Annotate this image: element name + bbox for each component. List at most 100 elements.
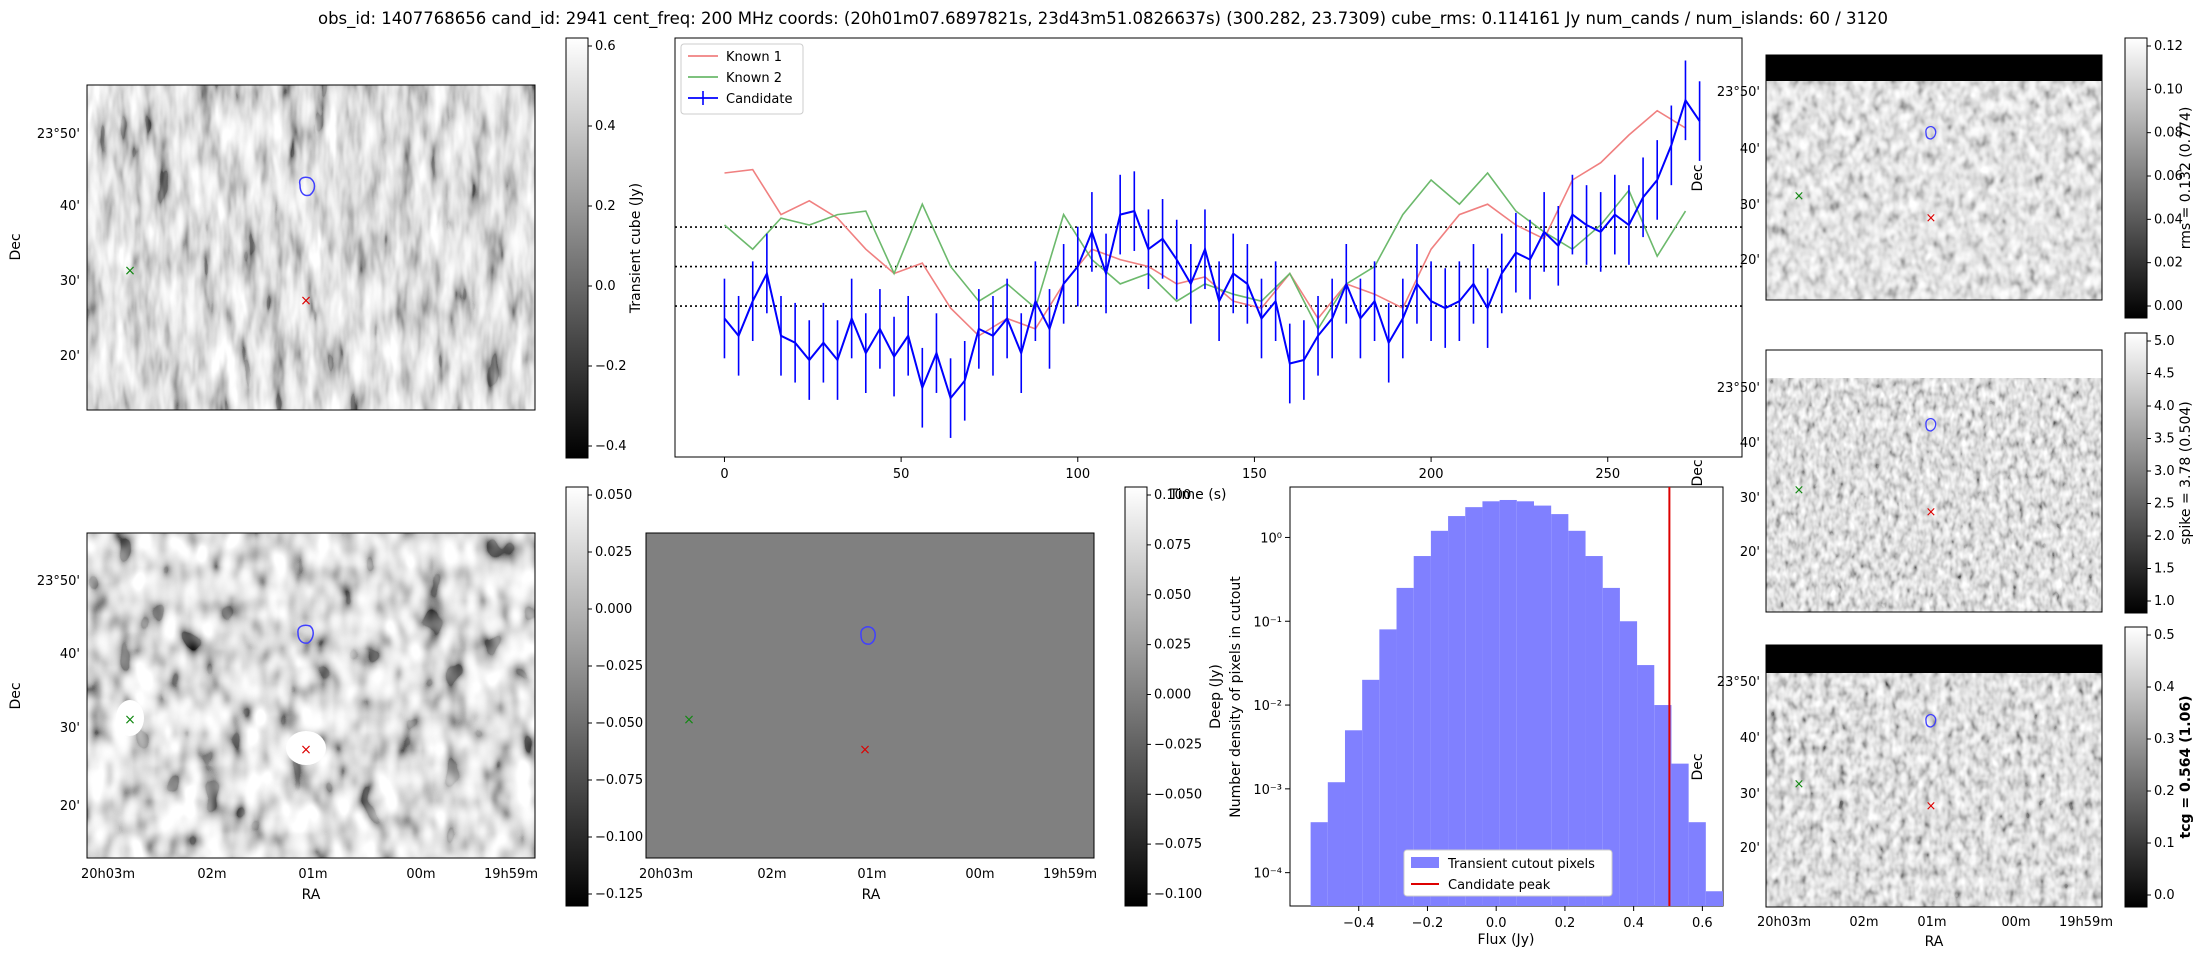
ra-tick-label: 19h59m [484,867,538,882]
dec-tick-label: 23°50' [1717,381,1760,396]
histogram-bar [1465,507,1483,906]
colorbar-tick-label: 2.5 [2154,497,2175,512]
dec-tick-label: 40' [1740,142,1760,157]
candidate-contour [298,176,316,197]
colorbar-tick-label: −0.4 [595,439,627,454]
ra-axis-label: RA [862,887,881,903]
sky-panel-right-top: × × 23°50' 40' 30' 20' Dec [1690,54,2103,301]
colorbar-tick-label: −0.075 [1154,837,1202,852]
x-tick-label: 200 [1419,467,1444,482]
colorbar-tick-label: −0.050 [1154,787,1202,802]
legend-swatch [1411,857,1439,868]
ra-axis-label: RA [302,887,321,903]
candidate-marker: × [300,293,312,309]
dec-axis-label: Dec [8,233,24,260]
dec-tick-label: 40' [1740,731,1760,746]
x-tick-label: 150 [1242,467,1267,482]
colorbar-tick-label: 0.6 [595,39,616,54]
known-source-marker: × [124,263,136,279]
colorbar-tick-label: 0.1 [2154,836,2175,851]
colorbar-tick-label: 3.5 [2154,432,2175,447]
x-tick-label: 0.2 [1555,916,1576,931]
colorbar-tick-label: 0.0 [595,279,616,294]
series-line-candidate [723,98,1701,401]
dec-tick-label: 40' [60,199,80,214]
colorbar-gradient [2124,332,2148,614]
dec-axis-label: Dec [1690,164,1706,191]
ra-tick-label: 00m [2001,915,2030,930]
colorbar-tick-label: −0.100 [595,830,643,845]
sky-panel-bottom-left: × × 23°50' 40' 30' 20' Dec 20h03m 02m 01… [8,532,538,903]
colorbar-tick-label: 1.0 [2154,594,2175,609]
colorbar-tick-label: −0.100 [1154,887,1202,902]
colorbar-tick-label: 0.04 [2154,212,2183,227]
colorbar-tick-label: 0.4 [2154,680,2175,695]
known-source-marker: × [1794,189,1805,204]
histogram-bar [1482,501,1500,906]
dec-tick-label: 30' [1740,491,1760,506]
colorbar-tick-label: 0.050 [1154,588,1191,603]
histogram-bar [1516,501,1534,906]
colorbar-label: Transient cube (Jy) [628,183,644,314]
colorbar-tick-label: 0.100 [1154,488,1191,503]
colorbar-gradient [565,37,589,459]
legend-label: Candidate peak [1448,878,1551,893]
plot-frame [1765,54,2103,301]
colorbar-tick-label: 0.08 [2154,126,2183,141]
candidate-contour [297,624,314,644]
y-tick-label: 10⁻² [1253,699,1282,714]
dec-tick-label: 23°50' [1717,85,1760,100]
histogram-plot: Flux (Jy) Number density of pixels in cu… [1228,486,1724,948]
x-tick-label: 0.4 [1623,916,1644,931]
sky-image [1766,350,2102,612]
sky-image [87,533,535,858]
dec-tick-label: 23°50' [37,127,80,142]
dec-tick-label: 30' [60,721,80,736]
colorbar-tick-label: −0.050 [595,716,643,731]
dec-tick-label: 30' [1740,787,1760,802]
bright-blob [286,731,326,765]
x-axis-label: Time (s) [1169,487,1227,503]
sky-image [1766,645,2102,907]
figure-title: obs_id: 1407768656 cand_id: 2941 cent_fr… [318,9,1888,29]
colorbar-tick-label: 0.050 [595,488,632,503]
masked-band [1766,55,2102,81]
colorbar-gradient [2124,626,2148,908]
histogram-bar [1499,499,1517,906]
colorbar-tick-label: 0.10 [2154,82,2183,97]
histogram-bar [1568,530,1586,906]
histogram-bar [1602,587,1620,906]
y-axis-label: Number density of pixels in cutout [1228,576,1244,818]
colorbar-tick-label: 0.3 [2154,732,2175,747]
colorbar-label: tcg = 0.564 (1.06) [2178,696,2194,839]
candidate-marker: × [1926,211,1937,226]
plot-frame [86,84,536,411]
masked-band [1766,350,2102,378]
legend: Transient cutout pixels Candidate peak [1403,849,1613,897]
colorbar-tick-label: 2.0 [2154,529,2175,544]
legend: Known 1 Known 2 Candidate [680,43,804,115]
histogram-bar [1448,516,1466,906]
candidate-marker: × [1926,799,1937,814]
sky-panel-right-bottom: × × 23°50' 40' 30' 20' Dec 20h03m 02m 01… [1690,644,2113,950]
colorbar-tick-label: 4.5 [2154,367,2175,382]
colorbar-gradient [565,486,589,907]
colorbar-label: rms = 0.132 (0.774) [2178,107,2194,250]
histogram-bar [1362,679,1380,906]
colorbars: 0.6 0.4 0.2 0.0 −0.2 −0.4 Transient cube (Jy) 0… [565,37,2194,908]
ra-tick-label: 02m [1849,915,1878,930]
histogram-bar [1705,891,1723,906]
ra-tick-label: 19h59m [2059,915,2113,930]
legend-label: Transient cutout pixels [1447,857,1595,872]
candidate-contour [860,626,876,645]
histogram-bar [1413,556,1431,906]
sky-panel-right-middle: × × 23°50' 40' 30' 20' Dec [1690,349,2103,613]
ra-tick-label: 19h59m [1043,867,1097,882]
colorbar-tick-label: 0.0 [2154,888,2175,903]
candidate-marker: × [1926,505,1937,520]
dec-tick-label: 20' [1740,545,1760,560]
legend-box [1403,849,1613,897]
dec-tick-label: 30' [60,274,80,289]
sky-panel-top-left: × × 23°50' 40' 30' 20' Dec [8,84,536,411]
masked-band [1766,645,2102,673]
